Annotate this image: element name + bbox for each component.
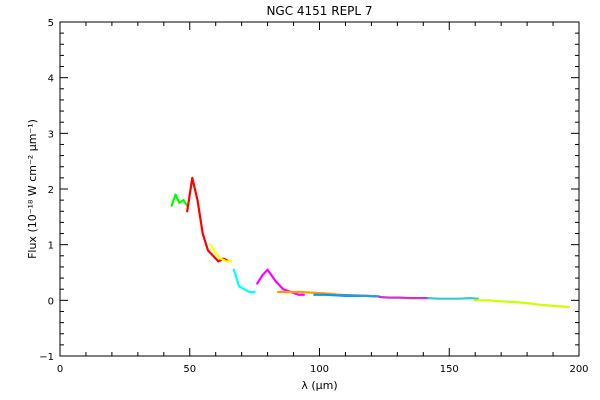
- spectrum-series-line: [276, 290, 342, 296]
- y-tick-label: −1: [39, 352, 54, 363]
- x-axis-title: λ (μm): [301, 379, 337, 392]
- y-tick-label: 5: [48, 18, 54, 29]
- y-axis-title: Flux (10⁻¹⁸ W cm⁻² μm⁻¹): [26, 119, 39, 259]
- chart-title: NGC 4151 REPL 7: [266, 4, 372, 18]
- x-tick-label: 0: [57, 364, 63, 375]
- x-tick-label: 200: [569, 364, 588, 375]
- series-group: [170, 176, 570, 309]
- spectrum-series-line: [209, 243, 233, 263]
- spectrum-series-line: [339, 293, 381, 298]
- y-tick-label: 0: [48, 296, 54, 307]
- spectrum-series-line: [378, 295, 430, 300]
- x-tick-label: 150: [440, 364, 459, 375]
- y-tick-label: 1: [48, 241, 54, 252]
- spectrum-series-line: [232, 268, 256, 294]
- spectrum-series-line: [186, 176, 230, 263]
- y-tick-label: 3: [48, 129, 54, 140]
- spectrum-series-line: [170, 193, 189, 207]
- plot-frame: [59, 21, 580, 357]
- spectrum-series-line: [256, 268, 305, 296]
- spectrum-series-line: [427, 297, 479, 300]
- x-tick-label: 50: [183, 364, 196, 375]
- y-tick-label: 4: [48, 74, 54, 85]
- spectrum-series-line: [474, 299, 570, 309]
- x-tick-label: 100: [310, 364, 329, 375]
- y-tick-label: 2: [48, 185, 54, 196]
